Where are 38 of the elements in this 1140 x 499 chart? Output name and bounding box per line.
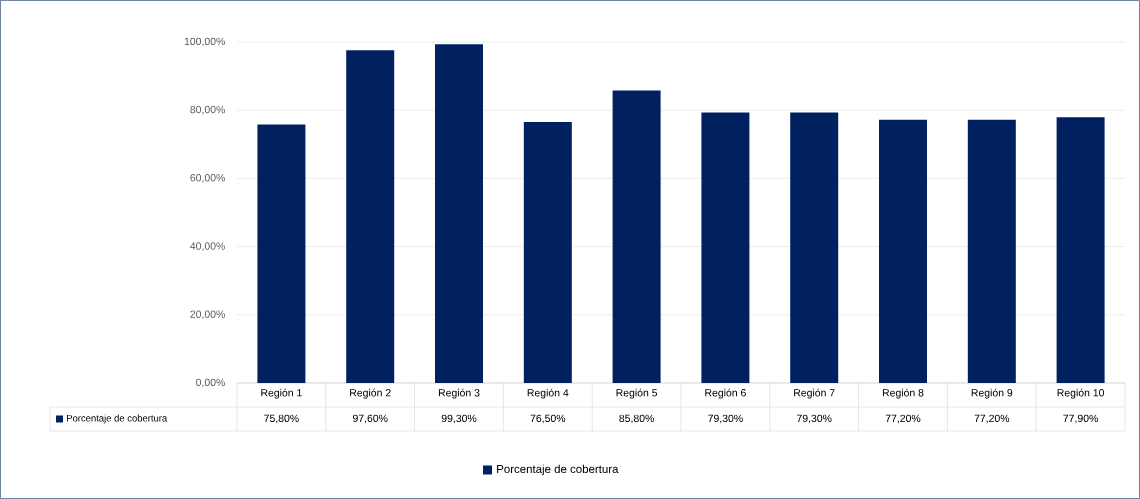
y-tick-label: 100,00% xyxy=(184,37,225,47)
bar xyxy=(257,124,306,383)
bar xyxy=(701,112,750,383)
bar xyxy=(790,112,839,383)
x-tick-label: Región 1 xyxy=(261,388,302,399)
bar xyxy=(879,119,928,383)
x-tick-label: Región 2 xyxy=(350,388,391,399)
y-tick-label: 60,00% xyxy=(190,174,225,183)
data-label: 76,50% xyxy=(530,414,566,424)
bar xyxy=(435,44,484,383)
data-label: 77,90% xyxy=(1063,414,1098,424)
x-tick-label: Región 8 xyxy=(882,388,924,399)
x-tick-label: Región 3 xyxy=(438,388,480,399)
data-label: 75,80% xyxy=(264,414,299,424)
bar xyxy=(523,122,572,383)
y-tick-label: 0,00% xyxy=(196,378,225,388)
legend-label: Porcentaje de cobertura xyxy=(497,464,619,476)
text: Porcentaje de cobertura xyxy=(66,414,168,424)
y-tick-label: 20,00% xyxy=(190,310,225,320)
x-tick-label: Región 10 xyxy=(1057,388,1105,399)
data-label: 85,80% xyxy=(619,414,654,424)
x-tick-label: Región 5 xyxy=(616,388,658,399)
bar xyxy=(346,50,395,383)
bar xyxy=(1056,117,1105,383)
x-tick-label: Región 7 xyxy=(794,388,835,399)
data-label: 79,30% xyxy=(708,414,743,424)
bar xyxy=(967,119,1016,383)
x-tick-label: Región 6 xyxy=(705,388,746,399)
x-tick-label: Región 4 xyxy=(527,388,569,399)
data-label: 97,60% xyxy=(352,414,388,424)
y-tick-label: 40,00% xyxy=(190,242,225,251)
data-label: 99,30% xyxy=(441,414,477,424)
data-label: 79,30% xyxy=(796,414,832,424)
bar xyxy=(612,90,661,383)
x-tick-label: Región 9 xyxy=(971,388,1013,399)
data-label: 77,20% xyxy=(885,414,921,424)
data-label: 77,20% xyxy=(974,414,1010,424)
y-tick-label: 80,00% xyxy=(190,105,225,115)
